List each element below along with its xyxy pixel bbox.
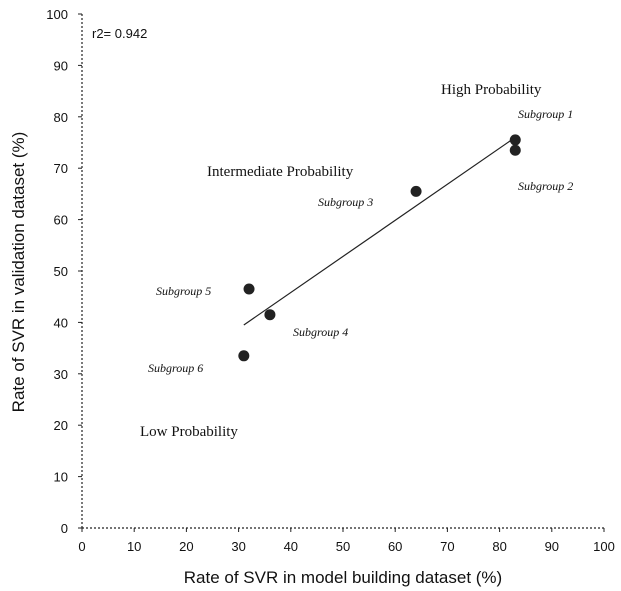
data-point-subgroup-1 <box>510 134 521 145</box>
data-point-subgroup-2 <box>510 145 521 156</box>
y-axis-title: Rate of SVR in validation dataset (%) <box>9 132 28 413</box>
data-point-subgroup-5 <box>244 283 255 294</box>
x-tick-label: 70 <box>440 539 454 554</box>
y-tick-label: 50 <box>54 264 68 279</box>
y-tick-label: 0 <box>61 521 68 536</box>
subgroup-5-label: Subgroup 5 <box>156 284 211 298</box>
y-tick-label: 90 <box>54 58 68 73</box>
x-tick-label: 60 <box>388 539 402 554</box>
x-tick-label: 10 <box>127 539 141 554</box>
low-probability-label: Low Probability <box>140 424 238 440</box>
data-point-subgroup-6 <box>238 350 249 361</box>
high-probability-label: High Probability <box>441 82 542 98</box>
subgroup-6-label: Subgroup 6 <box>148 361 203 375</box>
y-tick-label: 10 <box>54 470 68 485</box>
data-point-subgroup-3 <box>411 186 422 197</box>
y-tick-label: 100 <box>46 7 68 22</box>
x-axis-title: Rate of SVR in model building dataset (%… <box>184 568 502 587</box>
x-tick-label: 30 <box>231 539 245 554</box>
y-tick-label: 70 <box>54 161 68 176</box>
intermediate-probability-label: Intermediate Probability <box>207 164 354 180</box>
y-tick-label: 40 <box>54 315 68 330</box>
y-tick-label: 80 <box>54 110 68 125</box>
r2-label: r2= 0.942 <box>92 26 147 41</box>
x-tick-label: 50 <box>336 539 350 554</box>
data-point-subgroup-4 <box>264 309 275 320</box>
subgroup-2-label: Subgroup 2 <box>518 179 573 193</box>
y-tick-label: 20 <box>54 418 68 433</box>
x-tick-label: 40 <box>284 539 298 554</box>
y-tick-label: 30 <box>54 367 68 382</box>
x-tick-label: 80 <box>492 539 506 554</box>
y-tick-label: 60 <box>54 213 68 228</box>
x-tick-label: 20 <box>179 539 193 554</box>
x-tick-label: 100 <box>593 539 615 554</box>
subgroup-4-label: Subgroup 4 <box>293 325 348 339</box>
x-tick-label: 0 <box>78 539 85 554</box>
x-tick-label: 90 <box>545 539 559 554</box>
subgroup-1-label: Subgroup 1 <box>518 107 573 121</box>
subgroup-3-label: Subgroup 3 <box>318 195 373 209</box>
